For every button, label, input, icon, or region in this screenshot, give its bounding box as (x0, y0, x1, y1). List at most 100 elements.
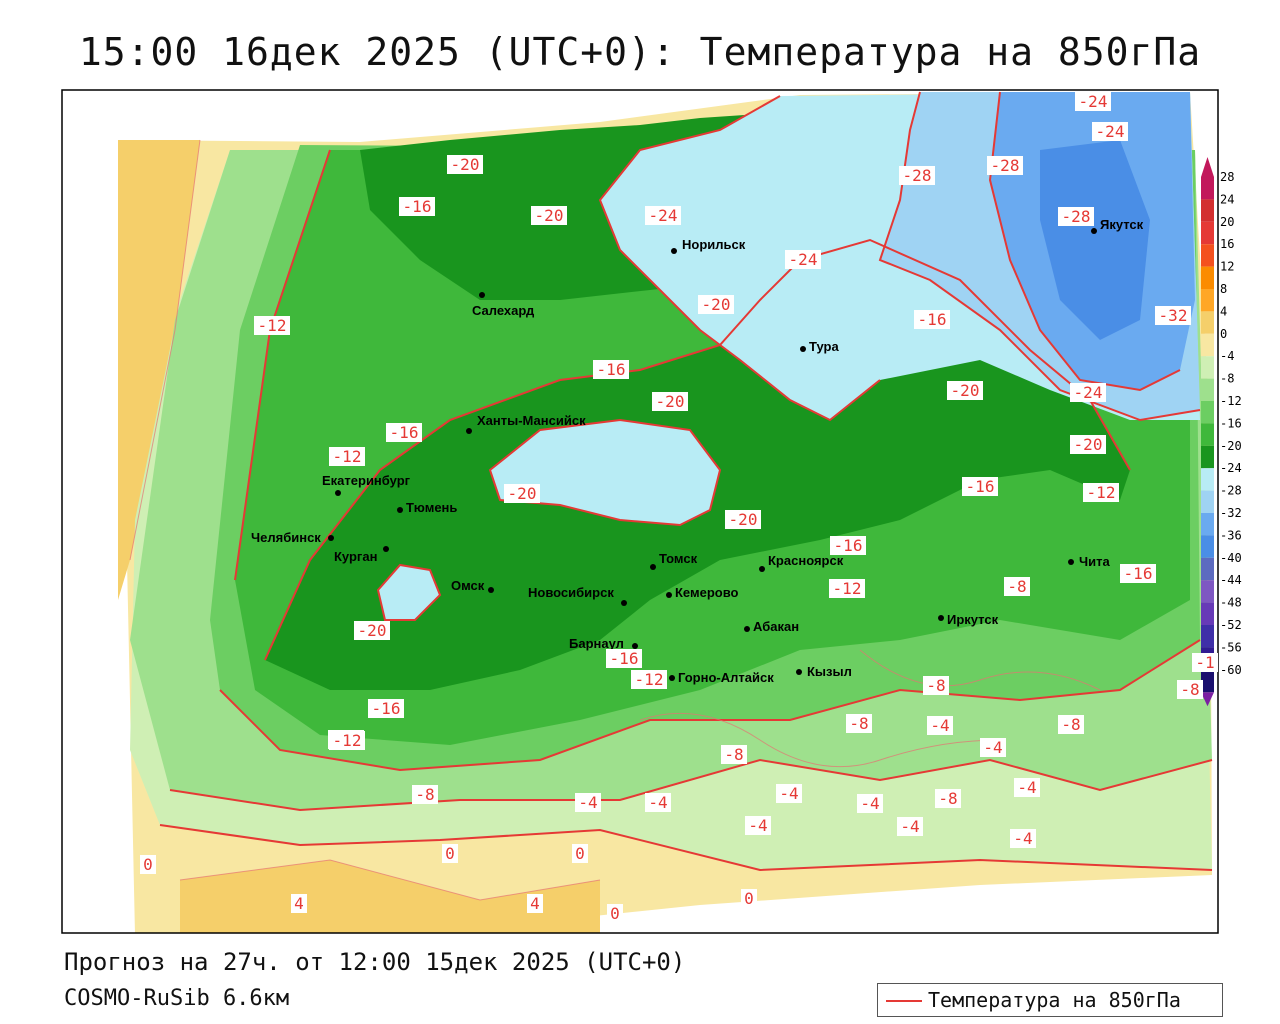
city-label: Курган (334, 549, 377, 564)
city-label: Иркутск (947, 612, 999, 627)
scale-swatch (1201, 333, 1214, 357)
isoline-label-bg (987, 156, 1023, 175)
isoline-label: -12 (333, 447, 362, 466)
isoline-label-bg (1120, 564, 1156, 583)
scale-label: -52 (1220, 618, 1242, 632)
isoline-label: -4 (779, 784, 798, 803)
isoline-label: -16 (834, 536, 863, 555)
city-dot (796, 669, 802, 675)
isoline-label-bg (504, 484, 540, 503)
scale-arrow-bottom (1201, 692, 1214, 707)
city-label: Томск (659, 551, 698, 566)
scale-swatch (1201, 401, 1214, 424)
isoline-label-bg (857, 794, 883, 813)
city-label: Салехард (472, 303, 535, 318)
city-label: Норильск (682, 237, 746, 252)
scale-swatch (1201, 244, 1214, 267)
isoline-label: 4 (294, 894, 304, 913)
city-label: Горно-Алтайск (678, 670, 774, 685)
isoline-label: -12 (1087, 483, 1116, 502)
isoline-label-bg (386, 423, 422, 442)
isoline-label-bg (645, 793, 671, 812)
isoline-label: -8 (1007, 577, 1026, 596)
isoline-label: -20 (729, 510, 758, 529)
isoline-label-bg (980, 738, 1006, 757)
isoline-label-bg (947, 381, 983, 400)
scale-arrow-top (1201, 157, 1214, 177)
scale-label: -60 (1220, 663, 1242, 677)
zone-plus4-south (180, 860, 600, 933)
fine-isolines (129, 139, 1101, 901)
scale-label: -36 (1220, 528, 1242, 542)
scale-label: 16 (1220, 237, 1234, 251)
isoline-label: -4 (983, 738, 1002, 757)
isoline-label-bg (899, 166, 935, 185)
isoline-label: -8 (926, 676, 945, 695)
scale-swatch (1201, 535, 1214, 558)
scale-swatch (1201, 625, 1214, 648)
isoline-label-bg (531, 206, 567, 225)
isoline-label: 0 (610, 904, 620, 923)
isoline-label-bg (447, 155, 483, 174)
isoline-label-bg (745, 816, 771, 835)
isoline-label: -1 (1195, 653, 1214, 672)
isoline-label-bg (354, 621, 390, 640)
isoline-label: -16 (1124, 564, 1153, 583)
isoline-label: -28 (1062, 207, 1091, 226)
isoline-label-bg (442, 844, 458, 863)
isoline-label-bg (1058, 207, 1094, 226)
isoline-label-bg (1004, 577, 1030, 596)
scale-label: -48 (1220, 596, 1242, 610)
isoline-label: -24 (1074, 383, 1103, 402)
isoline-label-bg (1192, 653, 1218, 672)
scale-swatch (1201, 490, 1214, 513)
scale-swatch (1201, 356, 1214, 379)
scale-swatch (1201, 669, 1214, 693)
isoline-label: -8 (415, 785, 434, 804)
isoline-label: -4 (1013, 829, 1032, 848)
isoline-label: -20 (951, 381, 980, 400)
isoline-label-bg (593, 360, 629, 379)
isolines (159, 91, 1213, 872)
scale-label: -20 (1220, 439, 1242, 453)
isoline-label-bg (645, 206, 681, 225)
isoline-label: -24 (789, 250, 818, 269)
scale-label: -40 (1220, 551, 1242, 565)
isoline-label-bg (923, 676, 949, 695)
isoline-label: -20 (656, 392, 685, 411)
city-label: Барнаул (569, 636, 624, 651)
isoline-label: 0 (575, 844, 585, 863)
city-label: Абакан (753, 619, 799, 634)
scale-label: -28 (1220, 484, 1242, 498)
zone-minus24-khanty (490, 420, 720, 525)
scale-swatch (1201, 266, 1214, 289)
scale-swatch (1201, 423, 1214, 446)
isoline-label-bg (606, 649, 642, 668)
isoline-label: -4 (648, 793, 667, 812)
scale-label: -8 (1220, 372, 1234, 386)
scale-label: 8 (1220, 282, 1227, 296)
isoline-label: -24 (1079, 92, 1108, 111)
isoline-label-bg (1010, 829, 1036, 848)
scale-swatch (1201, 177, 1214, 200)
isoline-label-bg (1070, 383, 1106, 402)
isoline-label: -4 (578, 793, 597, 812)
isoline-label-bg (291, 894, 307, 913)
isoline-label: -28 (991, 156, 1020, 175)
city-label: Чита (1079, 554, 1110, 569)
isoline-label-bg (399, 197, 435, 216)
isoline-label: -28 (903, 166, 932, 185)
isoline-label-bg (412, 785, 438, 804)
city-dot (466, 428, 472, 434)
scale-label: 24 (1220, 192, 1234, 206)
isoline-label: -16 (403, 197, 432, 216)
city-dot (621, 600, 627, 606)
city-label: Кызыл (807, 664, 852, 679)
isoline-label-bg (725, 510, 761, 529)
isoline-labels: -20-16-16-20 -24-28-28-24-24-24-20-32-12-… (140, 92, 1218, 923)
isoline-label-bg (140, 855, 156, 874)
isoline-label: -20 (358, 621, 387, 640)
isoline-label: 0 (744, 889, 754, 908)
isoline-label-bg (527, 894, 543, 913)
scale-label: -24 (1220, 461, 1242, 475)
